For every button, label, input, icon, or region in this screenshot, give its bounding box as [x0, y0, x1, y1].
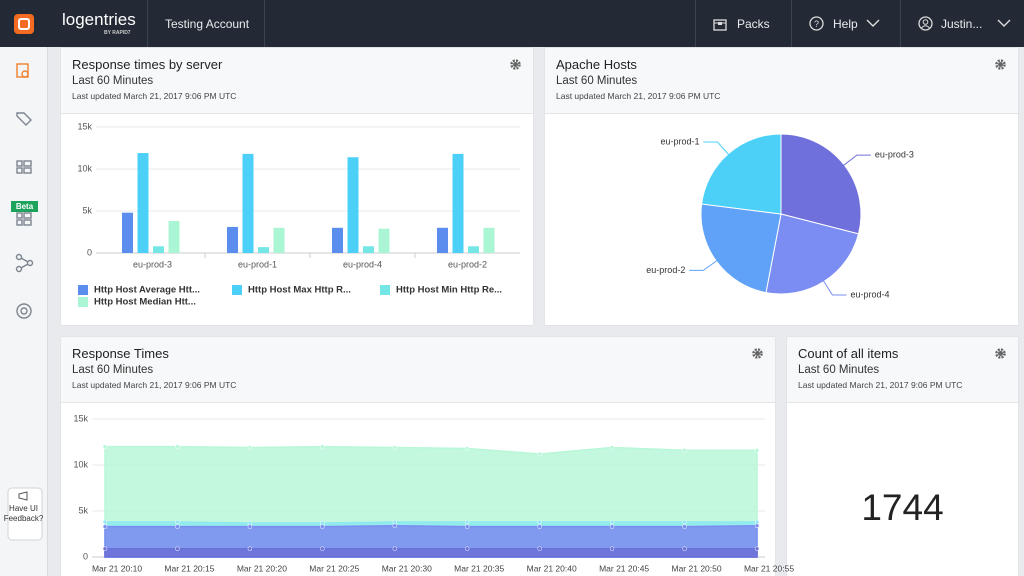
brand[interactable]: logentries — [62, 10, 136, 29]
widget-card: Apache Hosts Last 60 Minutes Last update… — [545, 48, 1018, 325]
separator — [147, 0, 148, 47]
beta-badge: Beta — [15, 202, 34, 211]
brand-sub: BY RAPID7 — [104, 30, 131, 36]
sidebar-icons[interactable] — [0, 47, 47, 576]
widget-header: Count of all items Last 60 Minutes Last … — [787, 337, 1018, 403]
widget-updated: Last updated March 21, 2017 9:06 PM UTC — [556, 91, 721, 101]
settings-icon[interactable] — [995, 348, 1006, 359]
logo-icon[interactable] — [14, 14, 34, 34]
settings-icon[interactable] — [510, 59, 521, 70]
chevron[interactable] — [997, 19, 1011, 28]
widget-subtitle: Last 60 Minutes — [798, 364, 880, 376]
widget-title: Count of all items — [798, 346, 899, 361]
svg-text:?: ? — [814, 19, 819, 29]
sidebar: Beta Have UI Feedback? — [0, 47, 48, 576]
widget-card: Count of all items Last 60 Minutes Last … — [787, 337, 1018, 576]
widget-updated: Last updated March 21, 2017 9:06 PM UTC — [798, 380, 963, 390]
widget-title: Response times by server — [72, 57, 223, 72]
help-button[interactable]: Help — [833, 17, 858, 31]
widget-updated: Last updated March 21, 2017 9:06 PM UTC — [72, 380, 237, 390]
widget-title: Apache Hosts — [556, 57, 637, 72]
user-icon[interactable] — [918, 16, 933, 31]
widget-header: Response Times Last 60 Minutes Last upda… — [61, 337, 775, 403]
widget-subtitle: Last 60 Minutes — [72, 364, 154, 376]
chevron[interactable] — [866, 19, 880, 28]
top-nav: logentries BY RAPID7 Testing Account Pac… — [0, 0, 1024, 47]
widget-subtitle: Last 60 Minutes — [72, 75, 154, 87]
widget-card: Response times by server Last 60 Minutes… — [61, 48, 533, 325]
separator — [900, 0, 901, 47]
separator — [791, 0, 792, 47]
user-menu[interactable]: Justin... — [941, 17, 983, 31]
widget-header: Apache Hosts Last 60 Minutes Last update… — [545, 48, 1018, 114]
account-name[interactable]: Testing Account — [165, 17, 250, 31]
count-value: 1744 — [861, 487, 944, 528]
widget-subtitle: Last 60 Minutes — [556, 75, 638, 87]
widget-card: Response Times Last 60 Minutes Last upda… — [61, 337, 775, 576]
packs-icon[interactable] — [713, 17, 727, 31]
separator — [264, 0, 265, 47]
help-icon[interactable]: ? — [809, 16, 824, 31]
feedback-button[interactable]: Have UI Feedback? — [3, 504, 44, 523]
separator — [695, 0, 696, 47]
packs-button[interactable]: Packs — [737, 17, 770, 31]
widget-updated: Last updated March 21, 2017 9:06 PM UTC — [72, 91, 237, 101]
settings-icon[interactable] — [995, 59, 1006, 70]
widget-title: Response Times — [72, 346, 169, 361]
widget-header: Response times by server Last 60 Minutes… — [61, 48, 533, 114]
settings-icon[interactable] — [752, 348, 763, 359]
